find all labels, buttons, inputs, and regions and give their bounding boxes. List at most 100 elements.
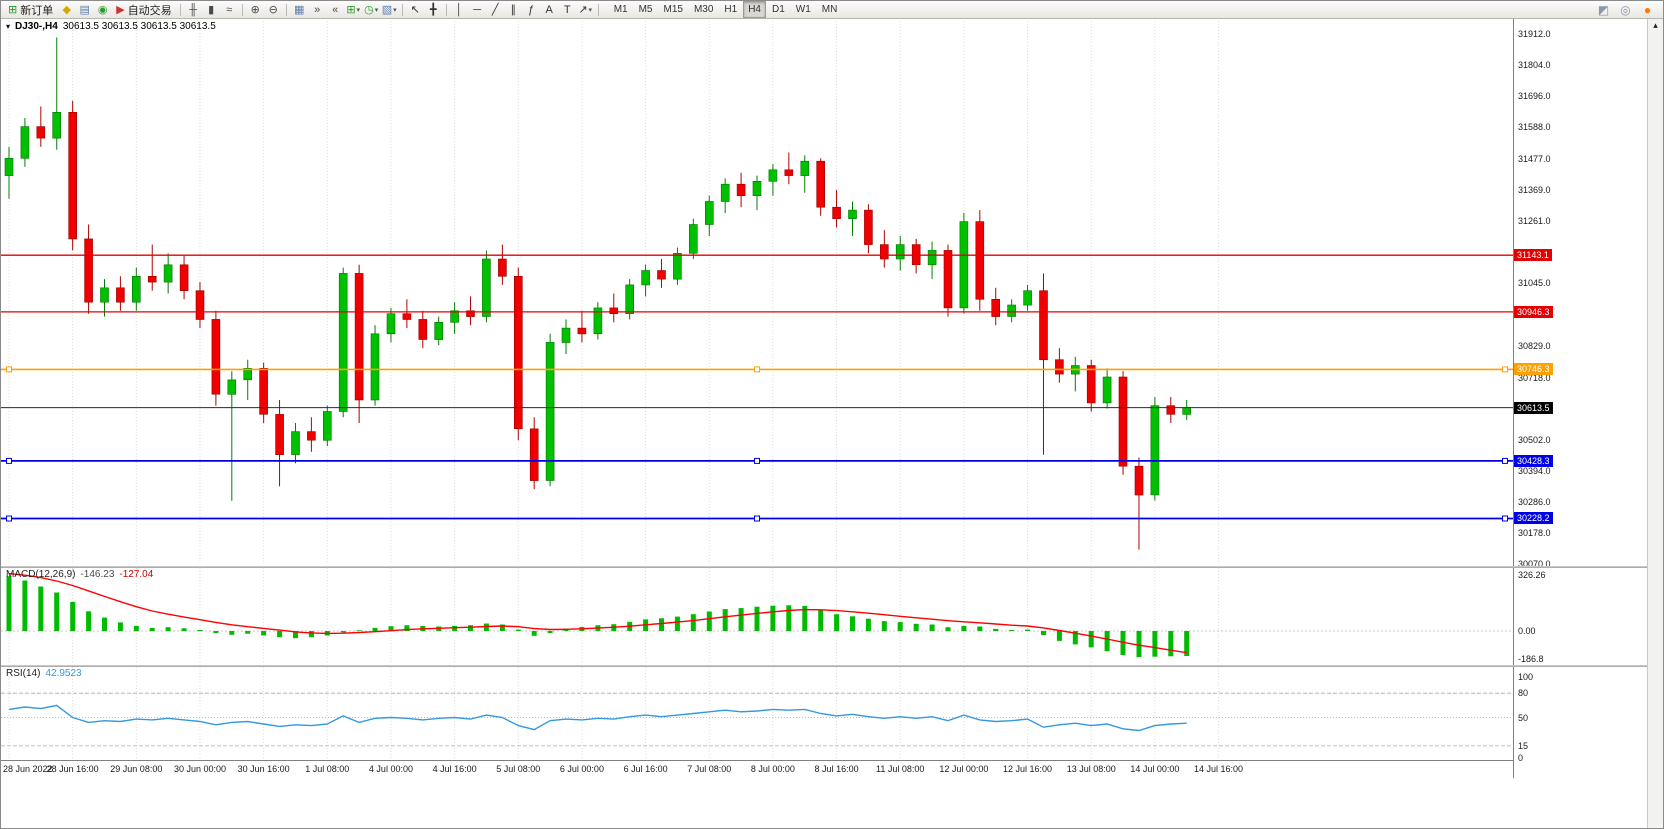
vertical-line-icon-icon: │ <box>455 3 463 16</box>
candle-down <box>943 244 953 317</box>
fibonacci-icon[interactable]: ƒ <box>523 2 540 17</box>
scroll-up-icon[interactable]: ▴ <box>1653 20 1658 30</box>
time-axis-label: 30 Jun 00:00 <box>173 764 226 774</box>
chart-shift-icon[interactable]: « <box>327 2 344 17</box>
price-axis-label: 30394.0 <box>1518 465 1551 476</box>
time-axis[interactable]: 28 Jun 2022 28 Jun 16:00 29 Jun 08:00 30 Ju… <box>1 760 1513 779</box>
auto-trading-button[interactable]: ▶ 自动交易 <box>112 2 175 17</box>
line-handle[interactable] <box>6 366 12 373</box>
timeframe-D1[interactable]: D1 <box>772 4 785 15</box>
timeframe-H4[interactable]: H4 <box>743 1 766 18</box>
timeframe-M5[interactable]: M5 <box>638 4 653 15</box>
line-chart-type-icon[interactable]: ≈ <box>221 2 238 17</box>
text-icon[interactable]: A <box>541 2 558 17</box>
price-axis-label: 30829.0 <box>1518 340 1551 351</box>
chart-shift-icon-icon: « <box>332 3 339 16</box>
candle-down <box>402 299 412 329</box>
price-axis-label: 31477.0 <box>1518 154 1551 165</box>
timeframe-M15[interactable]: M15 <box>663 4 683 15</box>
price-axis-label: 30178.0 <box>1518 527 1551 538</box>
timeframe-H1[interactable]: H1 <box>724 4 738 15</box>
crosshair-icon[interactable]: ╋ <box>425 2 442 17</box>
candle-up <box>100 279 109 317</box>
trendline-icon[interactable]: ╱ <box>487 2 504 17</box>
zoom-out-icon[interactable]: ⊖ <box>265 2 282 17</box>
candle-down <box>991 287 1001 326</box>
equidistant-channel-icon[interactable]: ∥ <box>505 2 522 17</box>
price-axis[interactable]: 31912.0 31804.0 31696.0 31588.0 31477.0 31369… <box>1513 18 1651 778</box>
time-axis-label: 7 Jul 08:00 <box>687 764 732 774</box>
candle-up <box>386 307 396 343</box>
candle-down <box>1039 273 1048 455</box>
support-line-upper-price-label: 30428.3 <box>1514 454 1553 467</box>
candlestick-type-icon[interactable]: ▮ <box>203 2 220 17</box>
vertical-scrollbar[interactable]: ▴ <box>1647 18 1663 828</box>
horizontal-line-icon[interactable]: ─ <box>469 2 486 17</box>
line-handle[interactable] <box>1502 515 1508 522</box>
navigator-icon[interactable]: ◉ <box>94 2 111 17</box>
timeframe-M30[interactable]: M30 <box>693 4 714 15</box>
line-handle[interactable] <box>754 366 760 373</box>
line-handle[interactable] <box>754 457 760 464</box>
macd-axis-label: 0.00 <box>1518 626 1536 636</box>
chevron-down-icon: ▾ <box>393 6 397 14</box>
time-axis-label: 13 Jul 08:00 <box>1066 764 1116 774</box>
horizontal-line-icon-icon: ─ <box>473 3 482 16</box>
market-watch-icon[interactable]: ◆ <box>58 2 75 17</box>
rsi-panel-separator[interactable] <box>1 665 1650 667</box>
toolbar: ⊞ 新订单 ◆ ▤ ◉ ▶ 自动交易 ╫ ▮ ≈ ⊕ ⊖ ▦» «⊞ ▾ ◷ ▾ ▧ ▾ ↖ ╋ │ ─ ╱ ∥ ƒ A T ↗ ▾ M1 M… <box>1 1 1663 19</box>
price-axis-label: 31804.0 <box>1518 60 1551 71</box>
chart-canvas[interactable] <box>1 1 1513 778</box>
symbol-menu-icon[interactable]: ▾ <box>6 22 11 31</box>
search-icon[interactable]: ◎ <box>1620 2 1631 17</box>
text-label-icon[interactable]: T <box>559 2 576 17</box>
templates-menu[interactable]: ▧ ▾ <box>381 2 398 17</box>
tile-windows-icon[interactable]: ▦ <box>291 2 308 17</box>
indicators-menu[interactable]: ⊞ ▾ <box>345 2 362 17</box>
candle-up <box>673 247 682 285</box>
timeframe-MN[interactable]: MN <box>821 4 838 15</box>
metatrader-community-icon[interactable]: ◩ <box>1597 2 1610 17</box>
zoom-in-icon[interactable]: ⊕ <box>247 2 264 17</box>
candle-down <box>816 158 826 216</box>
line-handle[interactable] <box>1502 457 1508 464</box>
data-window-icon[interactable]: ▤ <box>76 2 93 17</box>
price-axis-label: 30502.0 <box>1518 434 1551 445</box>
vertical-line-icon[interactable]: │ <box>451 2 468 17</box>
cursor-icon[interactable]: ↖ <box>407 2 424 17</box>
candle-down <box>1086 359 1096 412</box>
chart-header: ▾ DJ30-,H4 30613.5 30613.5 30613.5 30613… <box>6 21 216 32</box>
candle-down <box>466 296 475 326</box>
arrows-menu[interactable]: ↗ ▾ <box>577 2 594 17</box>
line-handle[interactable] <box>1502 366 1508 373</box>
time-axis-label: 8 Jul 00:00 <box>750 764 795 774</box>
candle-up <box>163 253 173 294</box>
candle-down <box>307 417 316 452</box>
chevron-down-icon: ▾ <box>374 6 379 14</box>
fibonacci-icon-icon: ƒ <box>528 3 535 16</box>
auto-trading-button-label: 自动交易 <box>127 4 172 17</box>
time-axis-label: 28 Jun 16:00 <box>46 764 99 774</box>
price-axis-label: 30718.0 <box>1518 372 1551 383</box>
new-order-button[interactable]: ⊞ 新订单 <box>4 2 57 17</box>
candle-up <box>1182 400 1191 421</box>
price-axis-label: 31588.0 <box>1518 122 1551 133</box>
auto-scroll-icon[interactable]: » <box>309 2 326 17</box>
timeframe-W1[interactable]: W1 <box>795 4 811 15</box>
bar-chart-type-icon[interactable]: ╫ <box>185 2 202 17</box>
line-handle[interactable] <box>754 515 760 522</box>
timeframe-M1[interactable]: M1 <box>613 4 628 15</box>
periods-menu[interactable]: ◷ ▾ <box>363 2 380 17</box>
price-axis-label: 31045.0 <box>1518 278 1551 289</box>
line-handle[interactable] <box>6 457 12 464</box>
notifications-badge[interactable]: ● <box>1643 2 1652 17</box>
line-handle[interactable] <box>6 515 12 522</box>
candle-up <box>1023 284 1032 311</box>
toolbar-right: ◩ ◎ ● <box>1595 2 1660 17</box>
auto-trading-icon: ▶ <box>116 4 125 16</box>
pivot-line-orange-price-label: 30746.3 <box>1514 363 1553 376</box>
macd-panel-separator[interactable] <box>1 566 1650 568</box>
candle-down <box>1166 397 1176 423</box>
candle-down <box>354 264 364 423</box>
macd-axis-label: -186.8 <box>1518 654 1544 664</box>
